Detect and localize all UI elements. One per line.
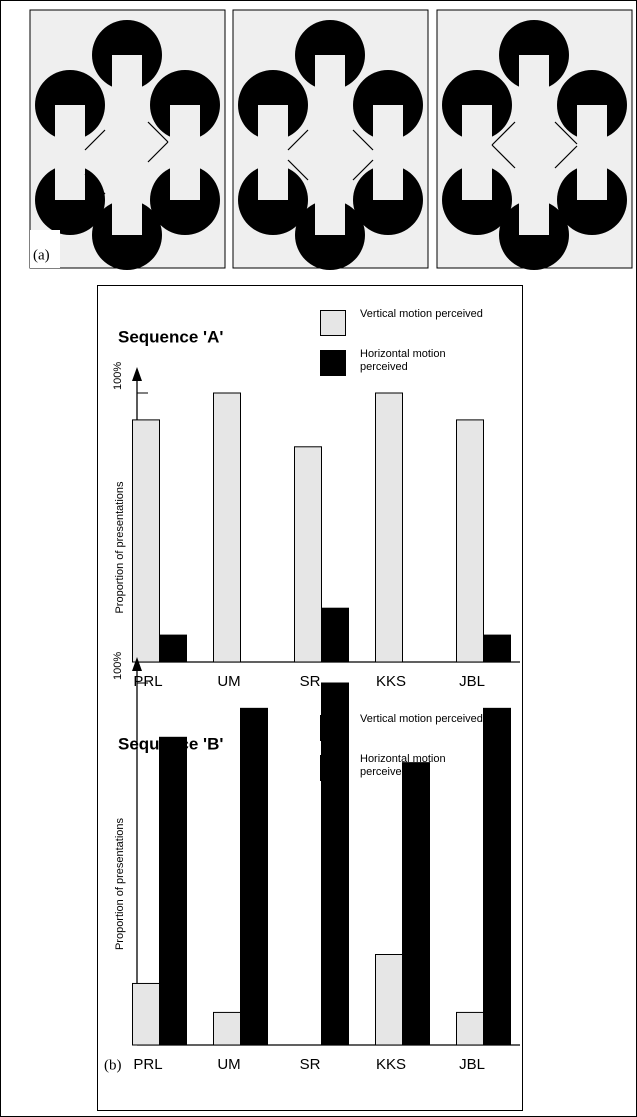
y-tick-label: 100% [112, 362, 124, 390]
x-tick-label: PRL [133, 1056, 162, 1073]
bar [403, 763, 430, 1045]
legend-label: Vertical motion perceived [360, 713, 485, 726]
legend-swatch [321, 311, 346, 336]
bar [133, 983, 160, 1045]
stimulus-panel [233, 10, 428, 270]
bar [160, 635, 187, 662]
x-tick-label: UM [217, 1056, 240, 1073]
x-tick-label: SR [300, 1056, 321, 1073]
x-tick-label: SR [300, 673, 321, 690]
bar [241, 708, 268, 1045]
y-axis-label: Proportion of presentations [114, 817, 126, 950]
bar [457, 420, 484, 662]
x-tick-label: JBL [459, 673, 485, 690]
x-tick-label: KKS [376, 673, 406, 690]
bar [457, 1012, 484, 1045]
legend-entry: Horizontal motion perceived [360, 348, 485, 382]
y-axis-label: Proportion of presentations [114, 481, 126, 614]
bar [214, 1012, 241, 1045]
x-tick-label: JBL [459, 1056, 485, 1073]
legend-label: Horizontal motion perceived [360, 348, 485, 374]
legend-label: Vertical motion perceived [360, 308, 485, 321]
bar [133, 420, 160, 662]
bar [376, 955, 403, 1046]
legend-swatch [321, 351, 346, 376]
panel-label: (a) [33, 247, 50, 263]
page: {"panel_labels": {"a": "(a)", "b": "(b)"… [0, 0, 637, 1117]
y-tick-label: 100% [112, 652, 124, 680]
stimulus-panel [437, 10, 632, 270]
x-tick-label: KKS [376, 1056, 406, 1073]
bar [295, 447, 322, 662]
bar [484, 708, 511, 1045]
x-tick-label: UM [217, 673, 240, 690]
bar [214, 393, 241, 662]
bar [322, 608, 349, 662]
legend-entry: Vertical motion perceived [360, 308, 485, 342]
legend-entry: Vertical motion perceived [360, 713, 485, 747]
bar [484, 635, 511, 662]
figure: (a) (b) Sequence 'A' Vertical motion perc… [0, 0, 637, 1117]
bar [160, 737, 187, 1045]
chart-title: Sequence 'A' [118, 327, 223, 346]
bar [376, 393, 403, 662]
bar [322, 683, 349, 1045]
panel-label: (b) [104, 1057, 122, 1073]
x-tick-label: PRL [133, 673, 162, 690]
